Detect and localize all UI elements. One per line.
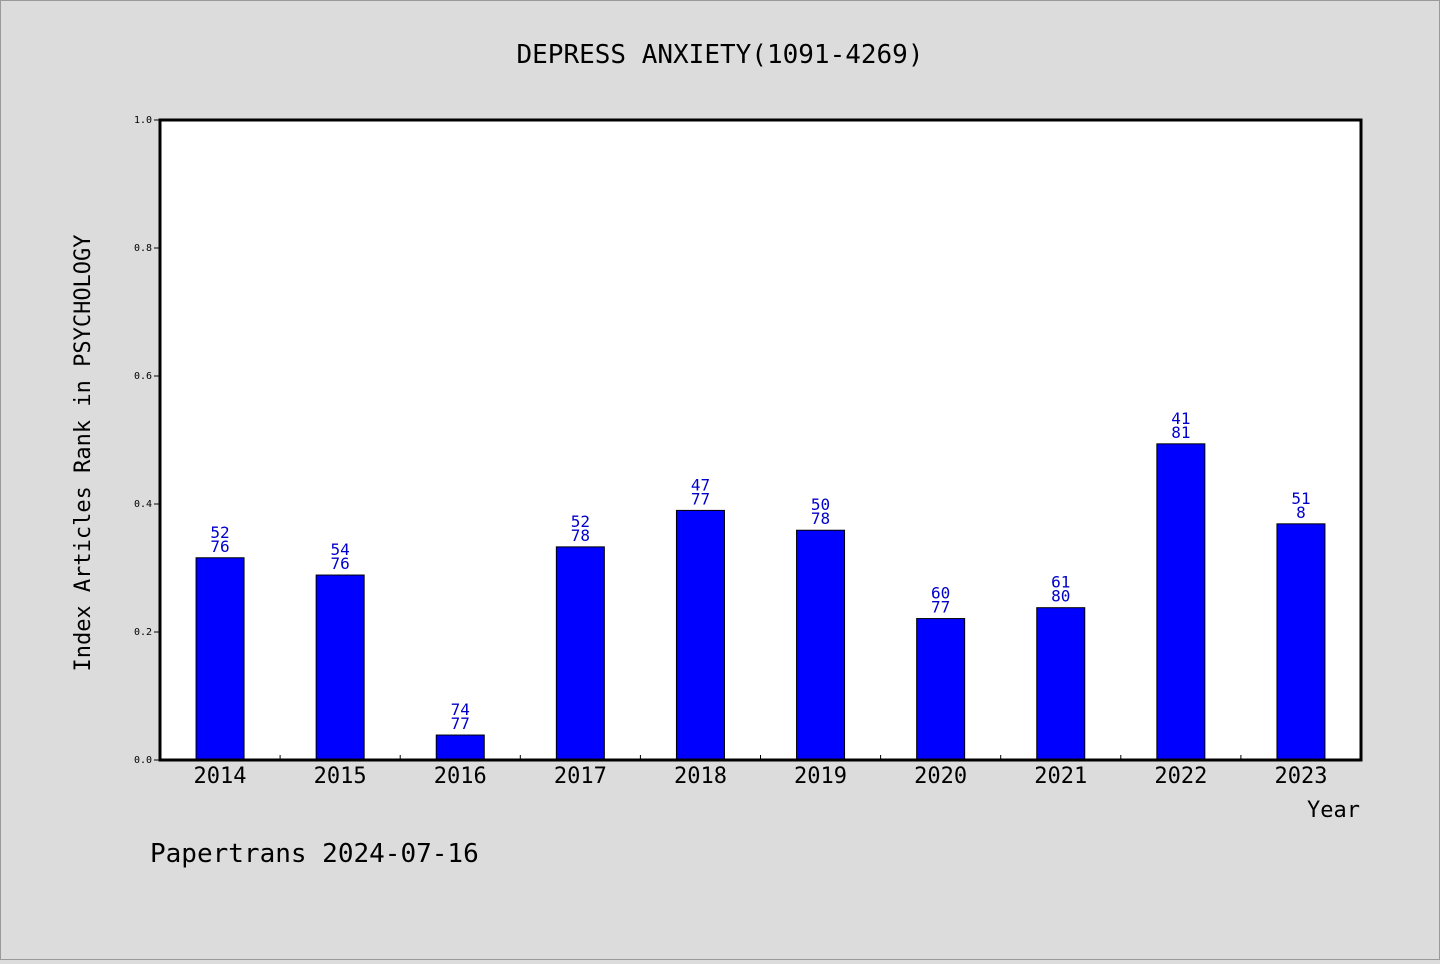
bar-label-bottom-2021: 80: [1051, 587, 1070, 606]
bar-label-bottom-2019: 78: [811, 509, 830, 528]
bar-2017: [555, 546, 605, 761]
bar-label-top-2020: 60: [931, 584, 950, 603]
y-tick-label: 0.8: [134, 243, 152, 254]
bar-label-bottom-2018: 77: [691, 489, 710, 508]
y-tick-label: 0.4: [134, 499, 152, 510]
footer-watermark: Papertrans 2024-07-16: [150, 839, 479, 869]
x-tick-label-2014: 2014: [194, 764, 247, 789]
x-tick-label-2018: 2018: [674, 764, 727, 789]
bar-label-bottom-2017: 78: [571, 526, 590, 545]
bar-label-top-2014: 52: [210, 523, 229, 542]
bars-group: [195, 443, 1326, 761]
y-tick-label: 1.0: [134, 115, 152, 126]
bar-2021: [1036, 607, 1086, 761]
bar-2020: [916, 618, 966, 761]
bar-2018: [675, 509, 725, 761]
chart-title: DEPRESS ANXIETY(1091-4269): [517, 40, 924, 70]
bar-label-bottom-2015: 76: [331, 554, 350, 573]
bar-label-top-2023: 51: [1291, 489, 1310, 508]
x-tick-label-2020: 2020: [914, 764, 967, 789]
bar-label-top-2019: 50: [811, 495, 830, 514]
y-tick-label: 0.6: [134, 371, 152, 382]
bar-label-top-2016: 74: [451, 700, 470, 719]
plot-frame: [158, 118, 1363, 762]
bar-label-bottom-2020: 77: [931, 598, 950, 617]
y-axis: 0.0 0.2 0.4 0.6 0.8 1.0: [134, 115, 160, 766]
bar-2014: [195, 557, 245, 761]
bar-2022: [1156, 443, 1206, 761]
bar-label-top-2017: 52: [571, 512, 590, 531]
x-axis: 2014 2015 2016 2017 2018 2019 2020 2021 2022 2023: [194, 755, 1327, 789]
bar-2015: [315, 574, 365, 761]
x-tick-label-2022: 2022: [1154, 764, 1207, 789]
bar-2023: [1276, 523, 1326, 761]
bar-label-bottom-2016: 77: [451, 714, 470, 733]
bar-label-top-2021: 61: [1051, 573, 1070, 592]
y-axis-label: Index Articles Rank in PSYCHOLOGY: [71, 234, 96, 671]
bar-label-top-2018: 47: [691, 475, 710, 494]
x-tick-label-2017: 2017: [554, 764, 607, 789]
x-tick-label-2023: 2023: [1274, 764, 1327, 789]
bar-label-bottom-2023: 8: [1296, 503, 1306, 522]
y-tick-label: 0.2: [134, 627, 152, 638]
y-tick-label: 0.0: [134, 755, 152, 766]
x-tick-label-2016: 2016: [434, 764, 487, 789]
bar-label-bottom-2022: 81: [1171, 423, 1190, 442]
x-tick-label-2021: 2021: [1034, 764, 1087, 789]
bar-label-bottom-2014: 76: [210, 537, 229, 556]
bar-label-top-2022: 41: [1171, 409, 1190, 428]
bar-2019: [796, 529, 846, 761]
x-tick-label-2019: 2019: [794, 764, 847, 789]
x-tick-label-2015: 2015: [314, 764, 367, 789]
x-axis-label: Year: [1307, 798, 1360, 823]
bar-label-top-2015: 54: [331, 540, 350, 559]
bar-2016: [435, 734, 485, 761]
